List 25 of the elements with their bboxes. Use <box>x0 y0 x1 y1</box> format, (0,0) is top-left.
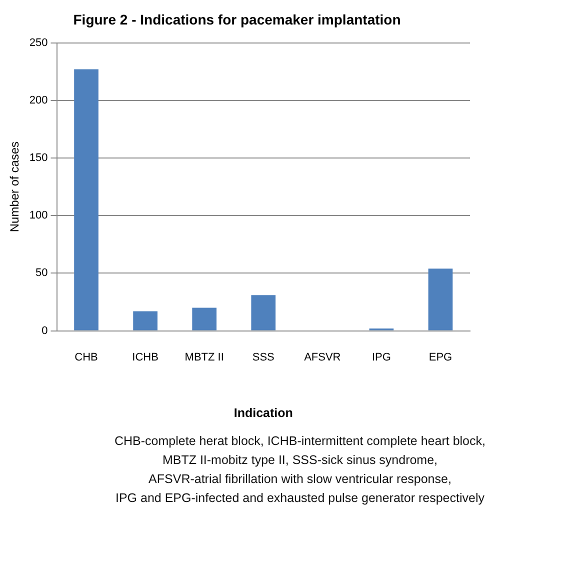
x-tick-label: CHB <box>74 351 98 364</box>
x-tick-label: IPG <box>372 351 391 364</box>
text: IPG and EPG-infected and exhausted pulse generator respectively <box>114 490 486 507</box>
y-tick-label: 250 <box>29 36 48 49</box>
bar <box>192 308 217 330</box>
x-tick-label: SSS <box>252 351 274 364</box>
x-tick-label: ICHB <box>132 351 158 364</box>
x-axis-title: Indication <box>234 406 293 420</box>
y-tick-label: 150 <box>29 152 48 164</box>
x-tick-label: MBTZ II <box>184 351 224 364</box>
chart-title: Figure 2 - Indications for pacemaker implantation <box>73 11 401 28</box>
bar <box>133 311 158 330</box>
y-axis-title: Number of cases <box>8 141 22 232</box>
text: AFSVR-atrial fibrillation with slow ventricular response, <box>148 471 452 488</box>
y-tick-label: 100 <box>29 210 48 222</box>
x-tick-label: EPG <box>428 351 452 364</box>
bar <box>74 69 98 330</box>
text: CHB-complete herat block, ICHB-intermittent complete heart block, <box>114 433 486 450</box>
y-tick-label: 50 <box>36 267 48 280</box>
bar <box>428 268 453 330</box>
y-tick-label: 200 <box>29 94 48 106</box>
bar <box>251 295 276 330</box>
y-tick-label: 0 <box>42 324 48 337</box>
text: MBTZ II-mobitz type II, SSS-sick sinus syndrome, <box>161 452 439 469</box>
x-tick-label: AFSVR <box>304 351 341 364</box>
